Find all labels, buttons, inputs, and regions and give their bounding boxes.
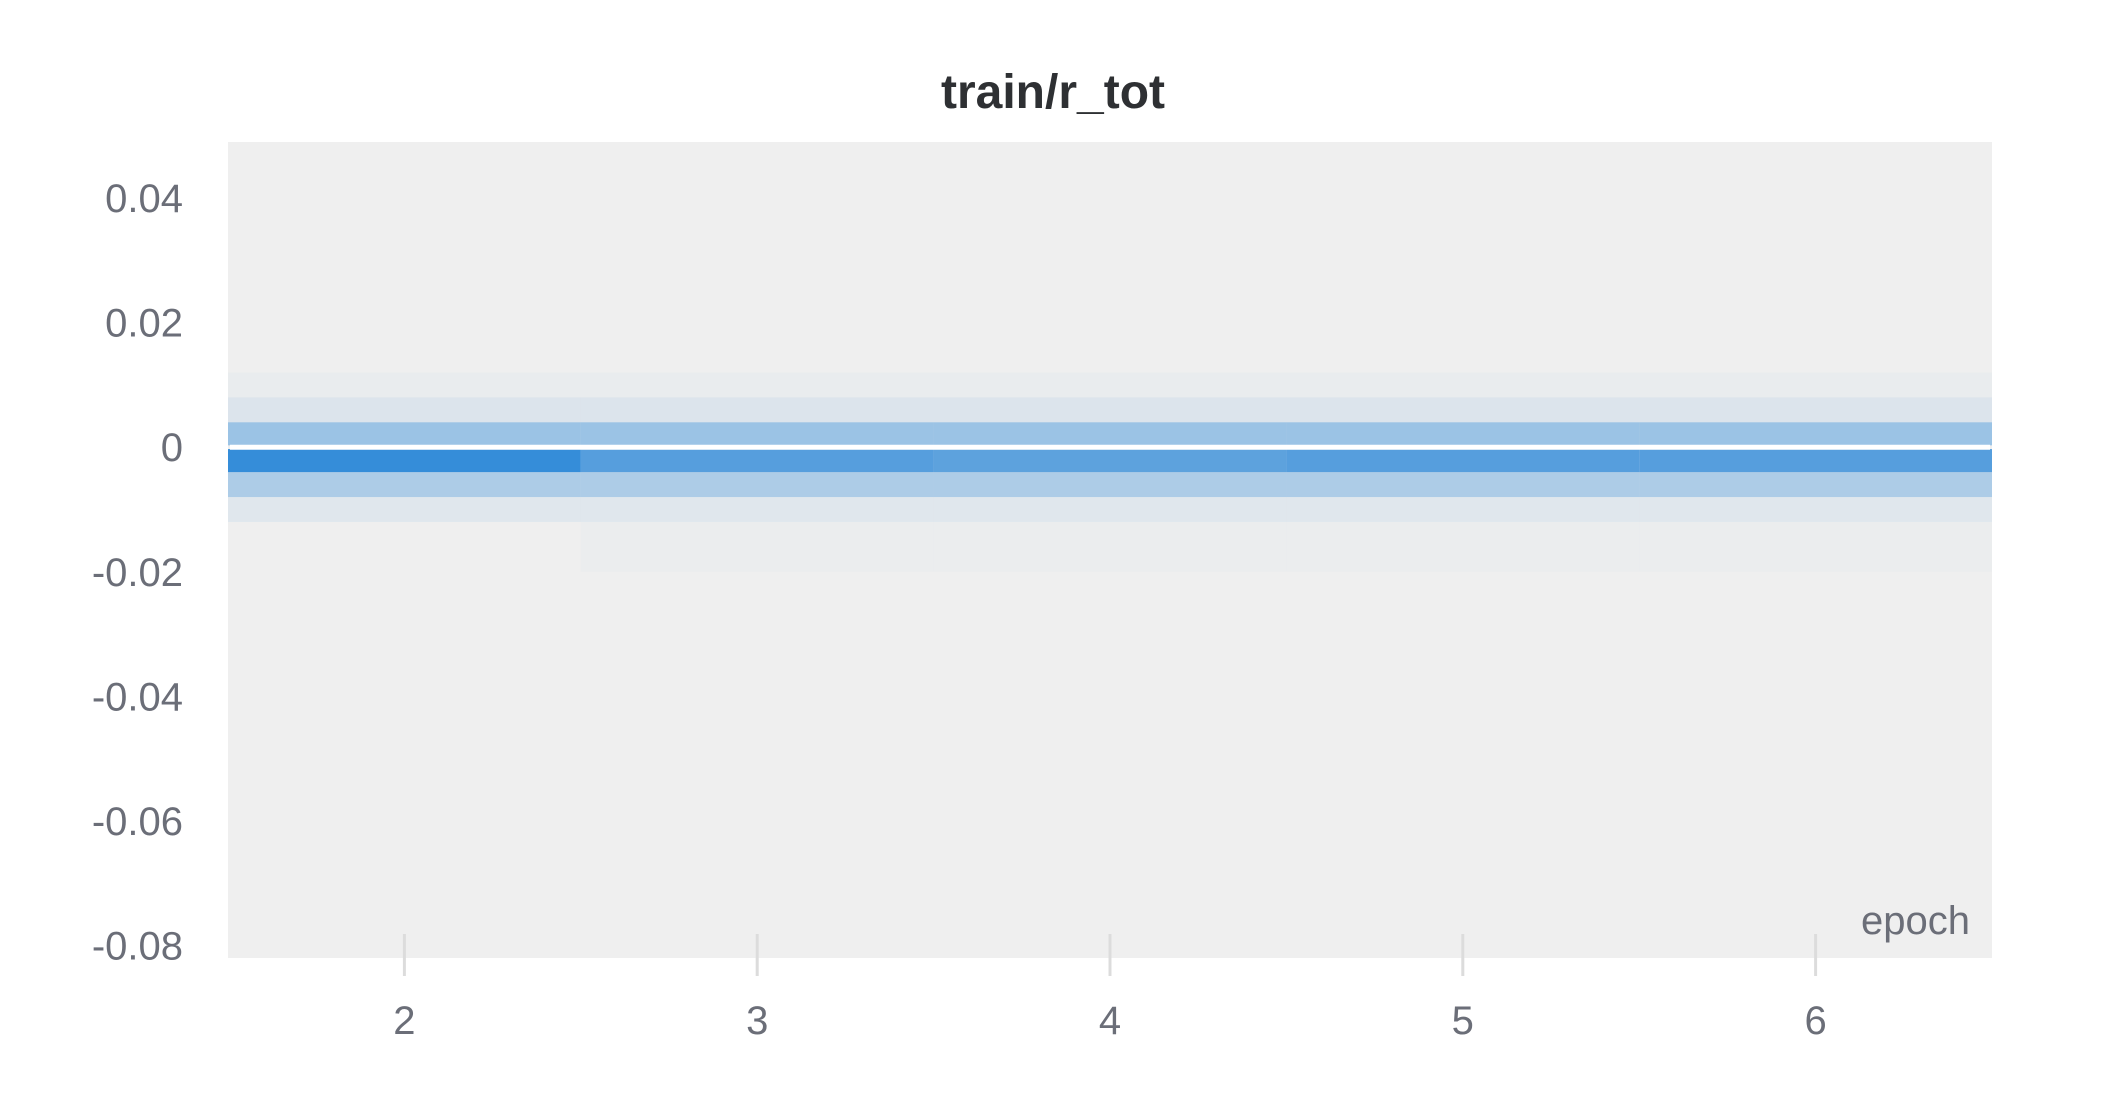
heatmap-cell — [1639, 472, 1992, 498]
x-tick-label: 6 — [1804, 999, 1826, 1043]
heatmap-cell — [933, 497, 1287, 522]
x-tick-label: 5 — [1452, 999, 1474, 1043]
x-tick-label: 4 — [1099, 999, 1121, 1043]
y-tick-label: -0.04 — [92, 675, 183, 719]
heatmap-cell — [1286, 397, 1640, 423]
heatmap-cell — [934, 372, 1287, 397]
y-tick-label: -0.06 — [92, 800, 183, 844]
y-tick-label: 0 — [161, 426, 183, 470]
heatmap-cell — [228, 472, 581, 498]
heatmap-cell — [1639, 449, 1992, 473]
heatmap-cell — [228, 422, 581, 446]
x-axis-label: epoch — [1861, 899, 1970, 943]
heatmap-cell — [933, 397, 1287, 423]
heatmap-cell — [1286, 422, 1640, 446]
heatmap-cell — [228, 449, 581, 473]
heatmap-cell — [934, 522, 1287, 572]
y-tick-label: 0.04 — [105, 177, 183, 221]
heatmap-cell — [1286, 522, 1639, 572]
heatmap-cell — [1286, 449, 1640, 473]
heatmap-cell — [228, 372, 581, 397]
heatmap-cell — [1639, 397, 1992, 423]
heatmap-cell — [933, 422, 1287, 446]
heatmap-cell — [581, 522, 934, 572]
heatmap-cell — [1639, 497, 1992, 522]
y-tick-label: -0.02 — [92, 551, 183, 595]
heatmap-cell — [1639, 522, 1992, 572]
heatmap-cell — [580, 422, 934, 446]
y-tick-label: 0.02 — [105, 302, 183, 346]
plot-area — [228, 142, 1992, 958]
x-tick-label: 3 — [746, 999, 768, 1043]
heatmap-cell — [580, 449, 934, 473]
heatmap-cell — [933, 449, 1287, 473]
heatmap-cell — [1639, 422, 1992, 446]
x-tick-label: 2 — [393, 999, 415, 1043]
x-axis: 2 3 4 5 6 — [393, 934, 1827, 1043]
heatmap-cell — [580, 472, 934, 498]
heatmap-cells — [228, 372, 1992, 572]
heatmap-cell — [228, 397, 581, 423]
heatmap-cell — [580, 497, 934, 522]
heatmap-cell — [933, 472, 1287, 498]
heatmap-cell — [581, 372, 934, 397]
heatmap-cell — [1286, 497, 1640, 522]
heatmap-cell — [228, 497, 581, 522]
y-axis: 0.04 0.02 0 -0.02 -0.04 -0.06 -0.08 — [92, 177, 183, 968]
heatmap-cell — [580, 397, 934, 423]
chart-title: train/r_tot — [941, 66, 1165, 119]
heatmap-cell — [1639, 372, 1992, 397]
y-tick-label: -0.08 — [92, 925, 183, 969]
heatmap-cell — [1286, 372, 1639, 397]
heatmap-cell — [1286, 472, 1640, 498]
